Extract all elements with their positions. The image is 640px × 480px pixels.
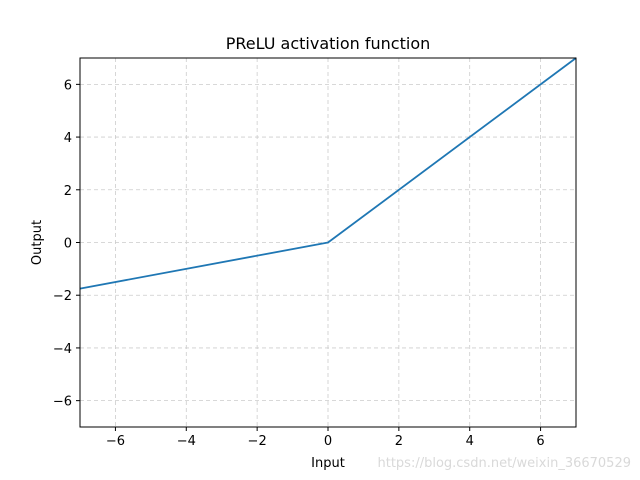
x-tick-label: 4	[466, 434, 474, 449]
x-tick-label: 6	[536, 434, 544, 449]
x-tick-label: −2	[248, 434, 267, 449]
y-tick-label: 4	[64, 131, 72, 146]
y-tick-label: 2	[64, 184, 72, 199]
x-tick-label: −6	[106, 434, 125, 449]
y-axis-title: Output	[30, 220, 45, 265]
x-tick-label: −4	[177, 434, 196, 449]
y-tick-label: 0	[64, 237, 72, 252]
y-tick-label: −6	[53, 395, 72, 410]
x-tick-label: 2	[395, 434, 403, 449]
watermark: https://blog.csdn.net/weixin_36670529	[377, 456, 631, 471]
chart-title: PReLU activation function	[226, 34, 431, 53]
x-axis-title: Input	[311, 456, 345, 471]
y-tick-label: 6	[64, 78, 72, 93]
y-tick-label: −4	[53, 342, 72, 357]
series-line	[79, 57, 577, 290]
y-tick-label: −2	[53, 289, 72, 304]
ticks: −6 −4 −2 0 2 4 6 −6 −4 −2 0 2 4 6	[53, 78, 545, 449]
series-layer	[79, 57, 577, 290]
x-tick-label: 0	[324, 434, 332, 449]
